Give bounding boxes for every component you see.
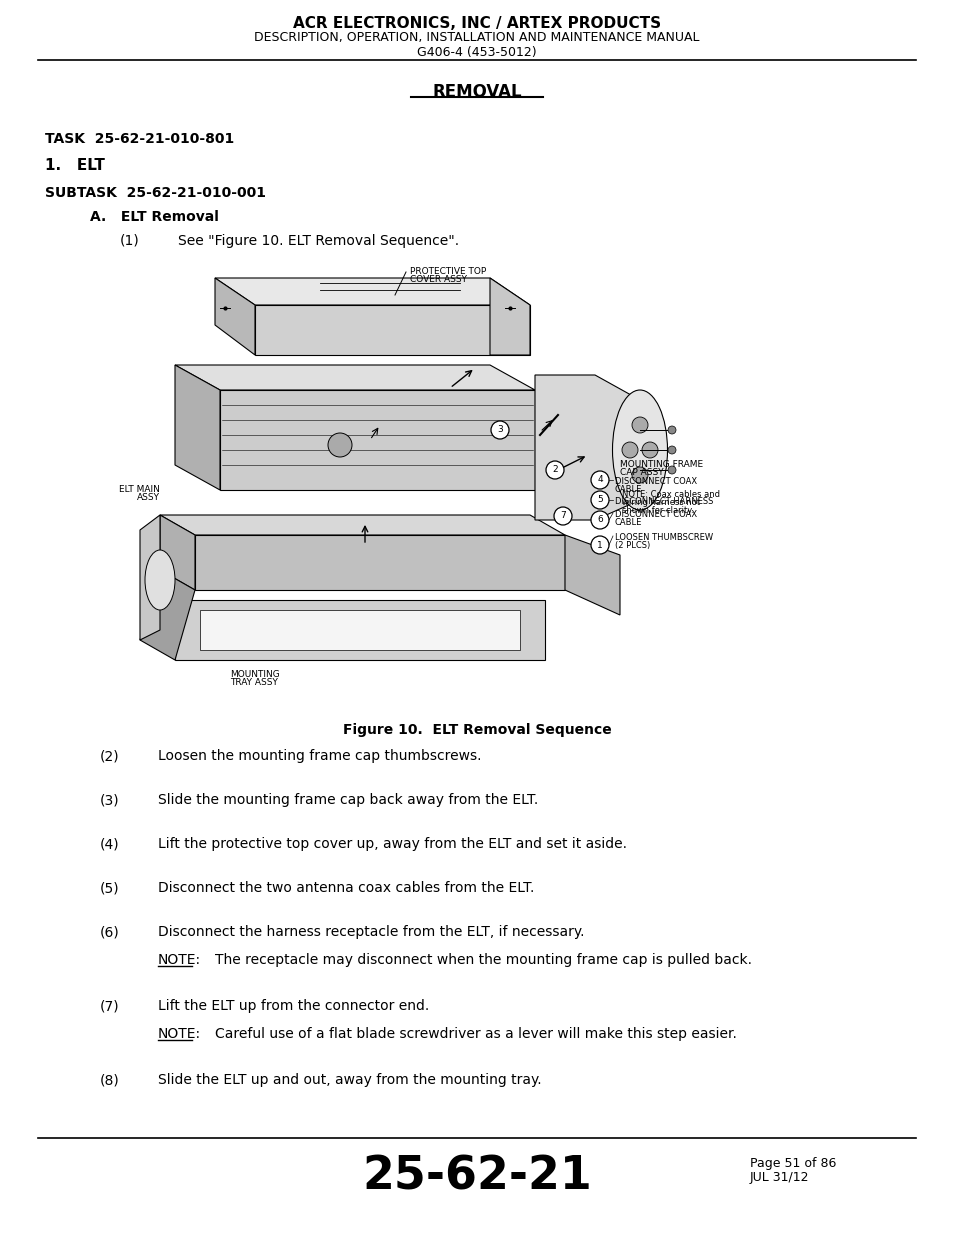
Text: ELT MAIN: ELT MAIN — [119, 485, 160, 494]
Text: SUBTASK  25-62-21-010-001: SUBTASK 25-62-21-010-001 — [45, 186, 266, 200]
Text: TRAY ASSY: TRAY ASSY — [230, 678, 277, 687]
Text: shown for clarity.: shown for clarity. — [621, 506, 693, 515]
Text: 2: 2 — [552, 466, 558, 474]
Polygon shape — [254, 305, 530, 354]
Text: Figure 10.  ELT Removal Sequence: Figure 10. ELT Removal Sequence — [342, 722, 611, 737]
Text: Slide the mounting frame cap back away from the ELT.: Slide the mounting frame cap back away f… — [158, 793, 537, 806]
Polygon shape — [174, 366, 220, 490]
Circle shape — [667, 466, 676, 474]
Circle shape — [590, 492, 608, 509]
Text: COVER ASSY: COVER ASSY — [410, 275, 467, 284]
Text: DESCRIPTION, OPERATION, INSTALLATION AND MAINTENANCE MANUAL: DESCRIPTION, OPERATION, INSTALLATION AND… — [254, 31, 699, 44]
Polygon shape — [220, 390, 535, 490]
Circle shape — [631, 467, 647, 483]
Text: MOUNTING: MOUNTING — [230, 671, 279, 679]
Text: 25-62-21: 25-62-21 — [362, 1155, 591, 1200]
Text: A.   ELT Removal: A. ELT Removal — [90, 210, 218, 224]
Polygon shape — [214, 278, 530, 305]
Text: Lift the protective top cover up, away from the ELT and set it aside.: Lift the protective top cover up, away f… — [158, 837, 626, 851]
Polygon shape — [214, 278, 254, 354]
Text: PROTECTIVE TOP: PROTECTIVE TOP — [410, 267, 486, 275]
Text: (2): (2) — [100, 748, 119, 763]
Polygon shape — [160, 515, 194, 590]
Text: MOUNTING FRAME: MOUNTING FRAME — [619, 459, 702, 469]
Text: (7): (7) — [100, 999, 119, 1013]
Circle shape — [667, 426, 676, 433]
Text: NOTE:: NOTE: — [158, 1028, 201, 1041]
Text: 3: 3 — [497, 426, 502, 435]
Text: The receptacle may disconnect when the mounting frame cap is pulled back.: The receptacle may disconnect when the m… — [214, 953, 751, 967]
Polygon shape — [160, 515, 564, 535]
Circle shape — [590, 511, 608, 529]
Polygon shape — [174, 366, 535, 390]
Text: Slide the ELT up and out, away from the mounting tray.: Slide the ELT up and out, away from the … — [158, 1073, 541, 1087]
Polygon shape — [140, 571, 194, 659]
Text: (5): (5) — [100, 881, 119, 895]
Polygon shape — [200, 610, 519, 650]
Text: 1: 1 — [597, 541, 602, 550]
Text: JUL 31/12: JUL 31/12 — [749, 1171, 809, 1184]
Circle shape — [667, 446, 676, 454]
Text: Loosen the mounting frame cap thumbscrews.: Loosen the mounting frame cap thumbscrew… — [158, 748, 481, 763]
Circle shape — [545, 461, 563, 479]
Text: Disconnect the harness receptacle from the ELT, if necessary.: Disconnect the harness receptacle from t… — [158, 925, 584, 939]
Text: See "Figure 10. ELT Removal Sequence".: See "Figure 10. ELT Removal Sequence". — [178, 233, 458, 248]
Text: ASSY: ASSY — [137, 493, 160, 501]
Circle shape — [328, 433, 352, 457]
Text: Lift the ELT up from the connector end.: Lift the ELT up from the connector end. — [158, 999, 429, 1013]
Text: 5: 5 — [597, 495, 602, 505]
Text: ACR ELECTRONICS, INC / ARTEX PRODUCTS: ACR ELECTRONICS, INC / ARTEX PRODUCTS — [293, 16, 660, 31]
Polygon shape — [490, 278, 530, 354]
Circle shape — [621, 442, 638, 458]
Text: G406-4 (453-5012): G406-4 (453-5012) — [416, 46, 537, 59]
Text: 4: 4 — [597, 475, 602, 484]
Circle shape — [641, 442, 658, 458]
Text: REMOVAL: REMOVAL — [432, 83, 521, 101]
Circle shape — [590, 536, 608, 555]
Text: Page 51 of 86: Page 51 of 86 — [749, 1157, 836, 1170]
Polygon shape — [174, 600, 544, 659]
Text: 7: 7 — [559, 511, 565, 520]
Circle shape — [554, 508, 572, 525]
Text: (3): (3) — [100, 793, 119, 806]
Circle shape — [590, 471, 608, 489]
Polygon shape — [564, 535, 619, 615]
Polygon shape — [535, 375, 639, 520]
Text: (1): (1) — [120, 233, 139, 248]
Text: 1.   ELT: 1. ELT — [45, 158, 105, 173]
Text: DISCONNECT COAX: DISCONNECT COAX — [615, 510, 697, 519]
Text: LOOSEN THUMBSCREW: LOOSEN THUMBSCREW — [615, 534, 713, 542]
Text: (6): (6) — [100, 925, 120, 939]
Text: Disconnect the two antenna coax cables from the ELT.: Disconnect the two antenna coax cables f… — [158, 881, 534, 895]
Text: TASK  25-62-21-010-801: TASK 25-62-21-010-801 — [45, 132, 234, 146]
Ellipse shape — [145, 550, 174, 610]
Text: CABLE: CABLE — [615, 517, 641, 527]
Text: NOTE: Coax cables and: NOTE: Coax cables and — [621, 490, 720, 499]
Polygon shape — [140, 515, 160, 640]
Text: wiring harness not: wiring harness not — [621, 498, 700, 508]
Text: (8): (8) — [100, 1073, 120, 1087]
Text: DISCONNECT COAX: DISCONNECT COAX — [615, 477, 697, 487]
Text: (2 PLCS): (2 PLCS) — [615, 541, 650, 550]
Circle shape — [491, 421, 509, 438]
Ellipse shape — [612, 390, 667, 510]
Text: CABLE: CABLE — [615, 485, 641, 494]
Text: Careful use of a flat blade screwdriver as a lever will make this step easier.: Careful use of a flat blade screwdriver … — [214, 1028, 736, 1041]
Text: CAP ASSY: CAP ASSY — [619, 468, 663, 477]
Text: DISCONNECT HARNESS: DISCONNECT HARNESS — [615, 496, 713, 506]
Text: NOTE:: NOTE: — [158, 953, 201, 967]
Circle shape — [631, 417, 647, 433]
Polygon shape — [194, 535, 564, 590]
Text: (4): (4) — [100, 837, 119, 851]
Text: 6: 6 — [597, 515, 602, 525]
